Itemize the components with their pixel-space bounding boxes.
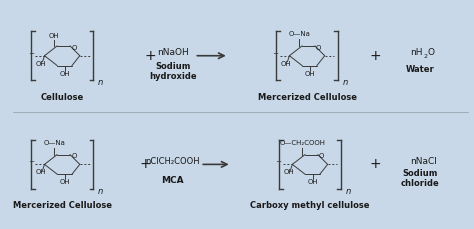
Text: O—CH₂COOH: O—CH₂COOH: [279, 140, 325, 146]
Text: n: n: [342, 78, 347, 87]
Text: nH: nH: [410, 48, 422, 57]
Text: OH: OH: [283, 169, 294, 175]
Text: O—Na: O—Na: [288, 31, 310, 37]
Text: 2: 2: [424, 54, 428, 59]
Text: MCA: MCA: [162, 176, 184, 185]
Text: nClCH₂COOH: nClCH₂COOH: [146, 157, 200, 166]
Text: +: +: [145, 49, 156, 63]
Text: nNaCl: nNaCl: [410, 157, 437, 166]
Text: OH: OH: [35, 61, 46, 67]
Text: ─: ─: [28, 159, 33, 165]
Text: O: O: [319, 153, 324, 159]
Text: O: O: [428, 48, 435, 57]
Text: OH: OH: [308, 179, 318, 185]
Text: Cellulose: Cellulose: [40, 93, 84, 102]
Text: OH: OH: [49, 33, 60, 39]
Text: ─: ─: [273, 51, 278, 57]
Text: ─: ─: [276, 159, 281, 165]
Text: ─: ─: [28, 51, 33, 57]
Text: O: O: [71, 45, 77, 51]
Text: Carboxy methyl cellulose: Carboxy methyl cellulose: [250, 201, 370, 210]
Text: O: O: [71, 153, 77, 159]
Text: OH: OH: [35, 169, 46, 175]
Text: Sodium
hydroxide: Sodium hydroxide: [149, 62, 197, 81]
Text: +: +: [370, 49, 382, 63]
Text: O—Na: O—Na: [43, 140, 65, 146]
Text: OH: OH: [305, 71, 315, 76]
Text: n: n: [98, 78, 103, 87]
Text: +: +: [370, 157, 382, 171]
Text: +: +: [140, 157, 151, 171]
Text: Water: Water: [405, 65, 434, 74]
Text: OH: OH: [60, 179, 71, 185]
Text: Mercerized Cellulose: Mercerized Cellulose: [13, 201, 112, 210]
Text: n: n: [98, 187, 103, 196]
Text: nNaOH: nNaOH: [157, 48, 189, 57]
Text: n: n: [345, 187, 350, 196]
Text: Mercerized Cellulose: Mercerized Cellulose: [257, 93, 356, 102]
Text: Sodium
chloride: Sodium chloride: [401, 169, 439, 188]
Text: OH: OH: [280, 61, 291, 67]
Text: OH: OH: [60, 71, 71, 76]
Text: O: O: [316, 45, 321, 51]
